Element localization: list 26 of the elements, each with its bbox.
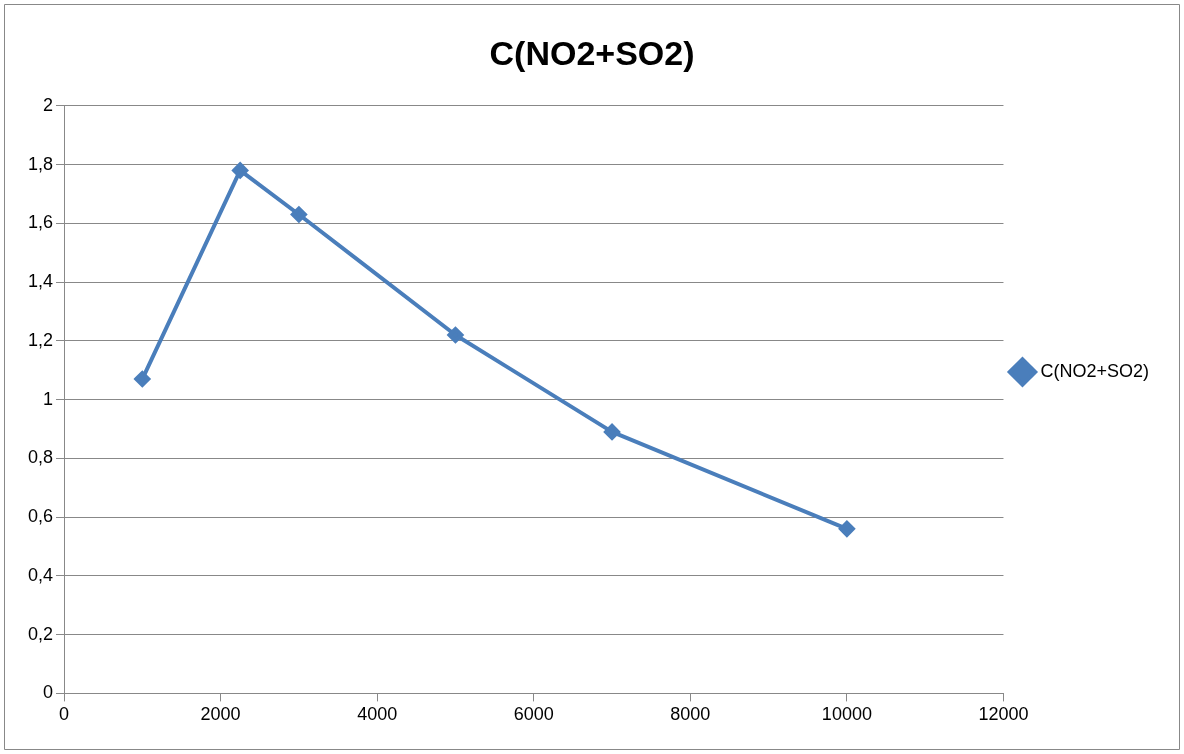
chart-title: C(NO2+SO2)	[489, 33, 695, 72]
y-tick-label: 1,2	[27, 329, 54, 350]
y-tick-label: 0,6	[27, 506, 54, 527]
x-tick-label: 10000	[821, 704, 872, 725]
x-tick-label: 2000	[200, 704, 241, 725]
point	[838, 520, 855, 537]
point	[134, 371, 151, 388]
point	[232, 162, 249, 179]
x-tick-label: 12000	[978, 704, 1029, 725]
x-tick-label: 8000	[670, 704, 711, 725]
y-tick-label: 1	[43, 388, 54, 409]
y-tick-label: 0	[43, 682, 54, 703]
point	[447, 326, 464, 343]
x-tick-label: 4000	[357, 704, 398, 725]
x-tick-label: 0	[59, 704, 70, 725]
y-tick-label: 0,4	[27, 564, 54, 585]
y-tick-label: 0,2	[27, 623, 54, 644]
point	[290, 206, 307, 223]
legend-label: C(NO2+SO2)	[1040, 360, 1149, 381]
x-tick-label: 6000	[513, 704, 554, 725]
y-tick-label: 0,8	[27, 447, 54, 468]
y-tick-label: 2	[43, 94, 54, 115]
point	[604, 423, 621, 440]
y-tick-label: 1,6	[27, 212, 54, 233]
y-tick-label: 1,8	[27, 153, 54, 174]
y-tick-label: 1,4	[27, 271, 54, 292]
